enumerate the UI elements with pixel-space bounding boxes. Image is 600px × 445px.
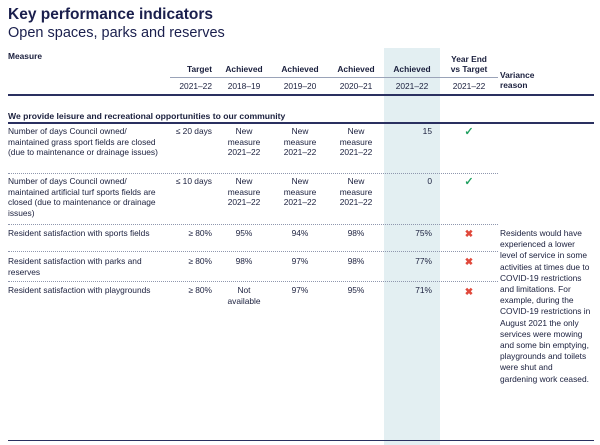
achieved-header-4: Achieved: [393, 64, 431, 74]
section-heading: We provide leisure and recreational oppo…: [8, 111, 286, 121]
row-1-achieved-2019-20: New measure 2021–22: [283, 126, 317, 158]
row-2-target: ≤ 10 days: [175, 176, 212, 186]
table-bottom-rule: [8, 440, 594, 441]
header-divider: [170, 77, 498, 78]
row-3-target: ≥ 80%: [188, 228, 212, 238]
row-4-achieved-2020-21: 98%: [347, 256, 365, 266]
achieved-2021-22-column-highlight: [384, 48, 440, 445]
row-5-status-cross-icon: ✖: [464, 287, 474, 298]
row-4-measure: Resident satisfaction with parks and res…: [8, 256, 142, 277]
row-5-achieved-2021-22: 71%: [415, 285, 432, 295]
row-1-achieved-2021-22: 15: [422, 126, 432, 136]
row-5-achieved-2019-20: 97%: [291, 285, 309, 295]
measure-header: Measure: [8, 51, 42, 61]
achieved-header-2: Achieved: [281, 64, 319, 74]
target-header: Target: [187, 64, 212, 74]
achieved-year-2: 2019–20: [283, 81, 317, 91]
row-1-measure: Number of days Council owned/ maintained…: [8, 126, 158, 158]
row-2-achieved-2018-19: New measure 2021–22: [227, 176, 261, 208]
achieved-year-4: 2021–22: [395, 81, 429, 91]
row-divider: [8, 173, 498, 174]
row-4-achieved-2021-22: 77%: [415, 256, 432, 266]
row-1-target: ≤ 20 days: [175, 126, 212, 136]
row-divider: [8, 251, 498, 252]
achieved-header-3: Achieved: [337, 64, 375, 74]
row-4-achieved-2019-20: 97%: [291, 256, 309, 266]
variance-reason-text: Residents would have experienced a lower…: [500, 228, 591, 384]
row-4-achieved-2018-19: 98%: [235, 256, 253, 266]
row-1-achieved-2018-19: New measure 2021–22: [227, 126, 261, 158]
achieved-year-1: 2018–19: [227, 81, 261, 91]
row-3-measure: Resident satisfaction with sports fields: [8, 228, 150, 238]
row-3-achieved-2018-19: 95%: [235, 228, 253, 238]
row-5-measure: Resident satisfaction with playgrounds: [8, 285, 151, 295]
row-divider: [8, 281, 498, 282]
page-subtitle: Open spaces, parks and reserves: [8, 25, 225, 41]
row-3-achieved-2021-22: 75%: [415, 228, 432, 238]
row-5-achieved-2018-19: Not available: [227, 285, 261, 306]
row-2-achieved-2020-21: New measure 2021–22: [339, 176, 373, 208]
row-2-measure: Number of days Council owned/ maintained…: [8, 176, 156, 218]
page-title: Key performance indicators: [8, 6, 214, 23]
row-divider: [8, 224, 498, 225]
row-2-achieved-2021-22: 0: [427, 176, 432, 186]
row-4-target: ≥ 80%: [188, 256, 212, 266]
target-year: 2021–22: [179, 81, 212, 91]
variance-header: Variance reason: [500, 70, 535, 90]
row-3-achieved-2019-20: 94%: [291, 228, 309, 238]
row-2-status-check-icon: ✓: [464, 176, 474, 188]
row-3-status-cross-icon: ✖: [464, 229, 474, 240]
year-end-year: 2021–22: [452, 81, 486, 91]
row-4-status-cross-icon: ✖: [464, 257, 474, 268]
row-3-achieved-2020-21: 98%: [347, 228, 365, 238]
row-1-status-check-icon: ✓: [464, 126, 474, 138]
row-2-achieved-2019-20: New measure 2021–22: [283, 176, 317, 208]
achieved-year-3: 2020–21: [339, 81, 373, 91]
section-rule: [8, 122, 594, 124]
row-5-achieved-2020-21: 95%: [347, 285, 365, 295]
row-1-achieved-2020-21: New measure 2021–22: [339, 126, 373, 158]
year-end-header: Year End vs Target: [450, 54, 488, 74]
row-5-target: ≥ 80%: [188, 285, 212, 295]
header-bottom-rule: [8, 94, 594, 96]
achieved-header-1: Achieved: [225, 64, 263, 74]
